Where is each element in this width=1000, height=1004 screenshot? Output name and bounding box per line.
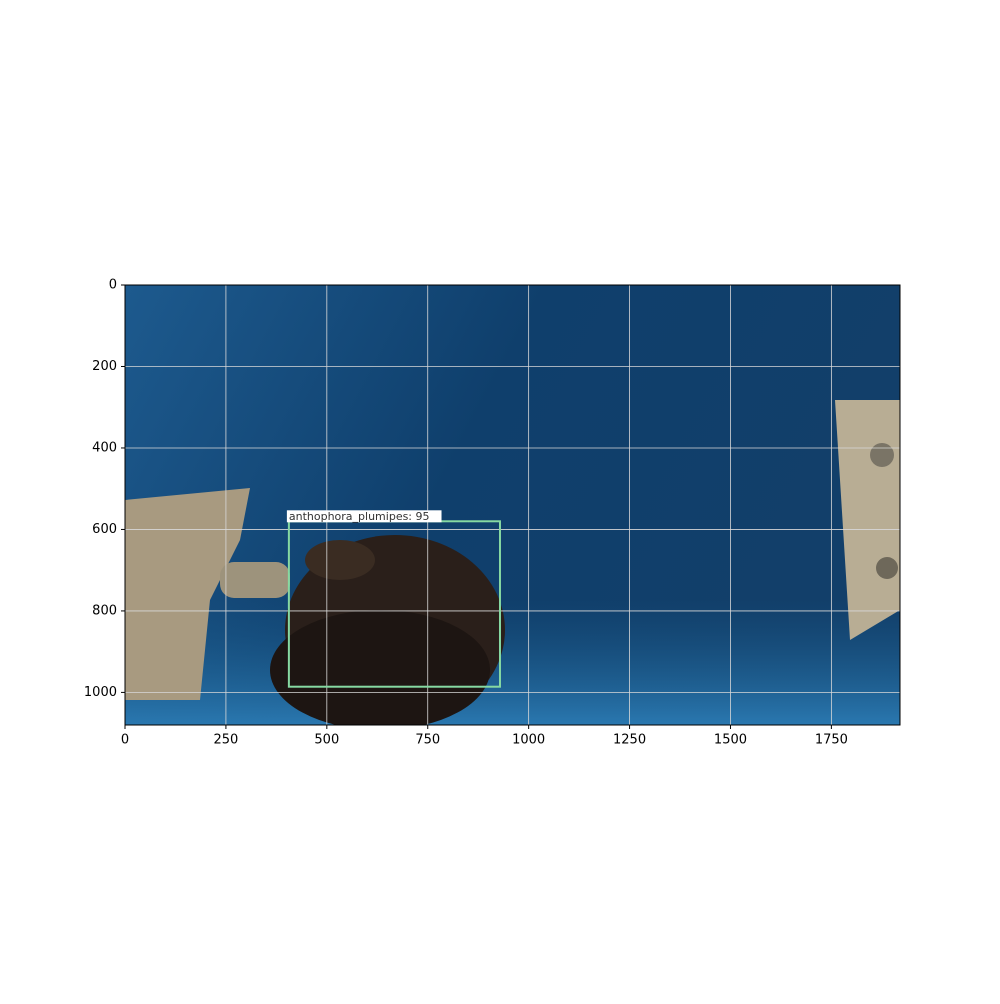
- axes-frame: [124, 284, 901, 726]
- x-tick-label: 1000: [512, 733, 545, 748]
- y-tick-label: 0: [109, 278, 117, 293]
- x-tick-label: 250: [213, 733, 238, 748]
- y-tick-label: 400: [92, 440, 117, 455]
- y-tick-label: 800: [92, 603, 117, 618]
- x-tick-label: 500: [314, 733, 339, 748]
- x-tick-label: 1750: [815, 733, 848, 748]
- x-tick-label: 750: [415, 733, 440, 748]
- x-tick-label: 1250: [613, 733, 646, 748]
- y-tick-label: 600: [92, 522, 117, 537]
- photo: [125, 285, 900, 725]
- detection-label: anthophora_plumipes: 95: [289, 510, 430, 523]
- y-tick-label: 200: [92, 359, 117, 374]
- y-tick-label: 1000: [84, 685, 117, 700]
- label-background: [286, 510, 442, 523]
- x-tick-label: 1500: [714, 733, 747, 748]
- x-tick-label: 0: [121, 733, 129, 748]
